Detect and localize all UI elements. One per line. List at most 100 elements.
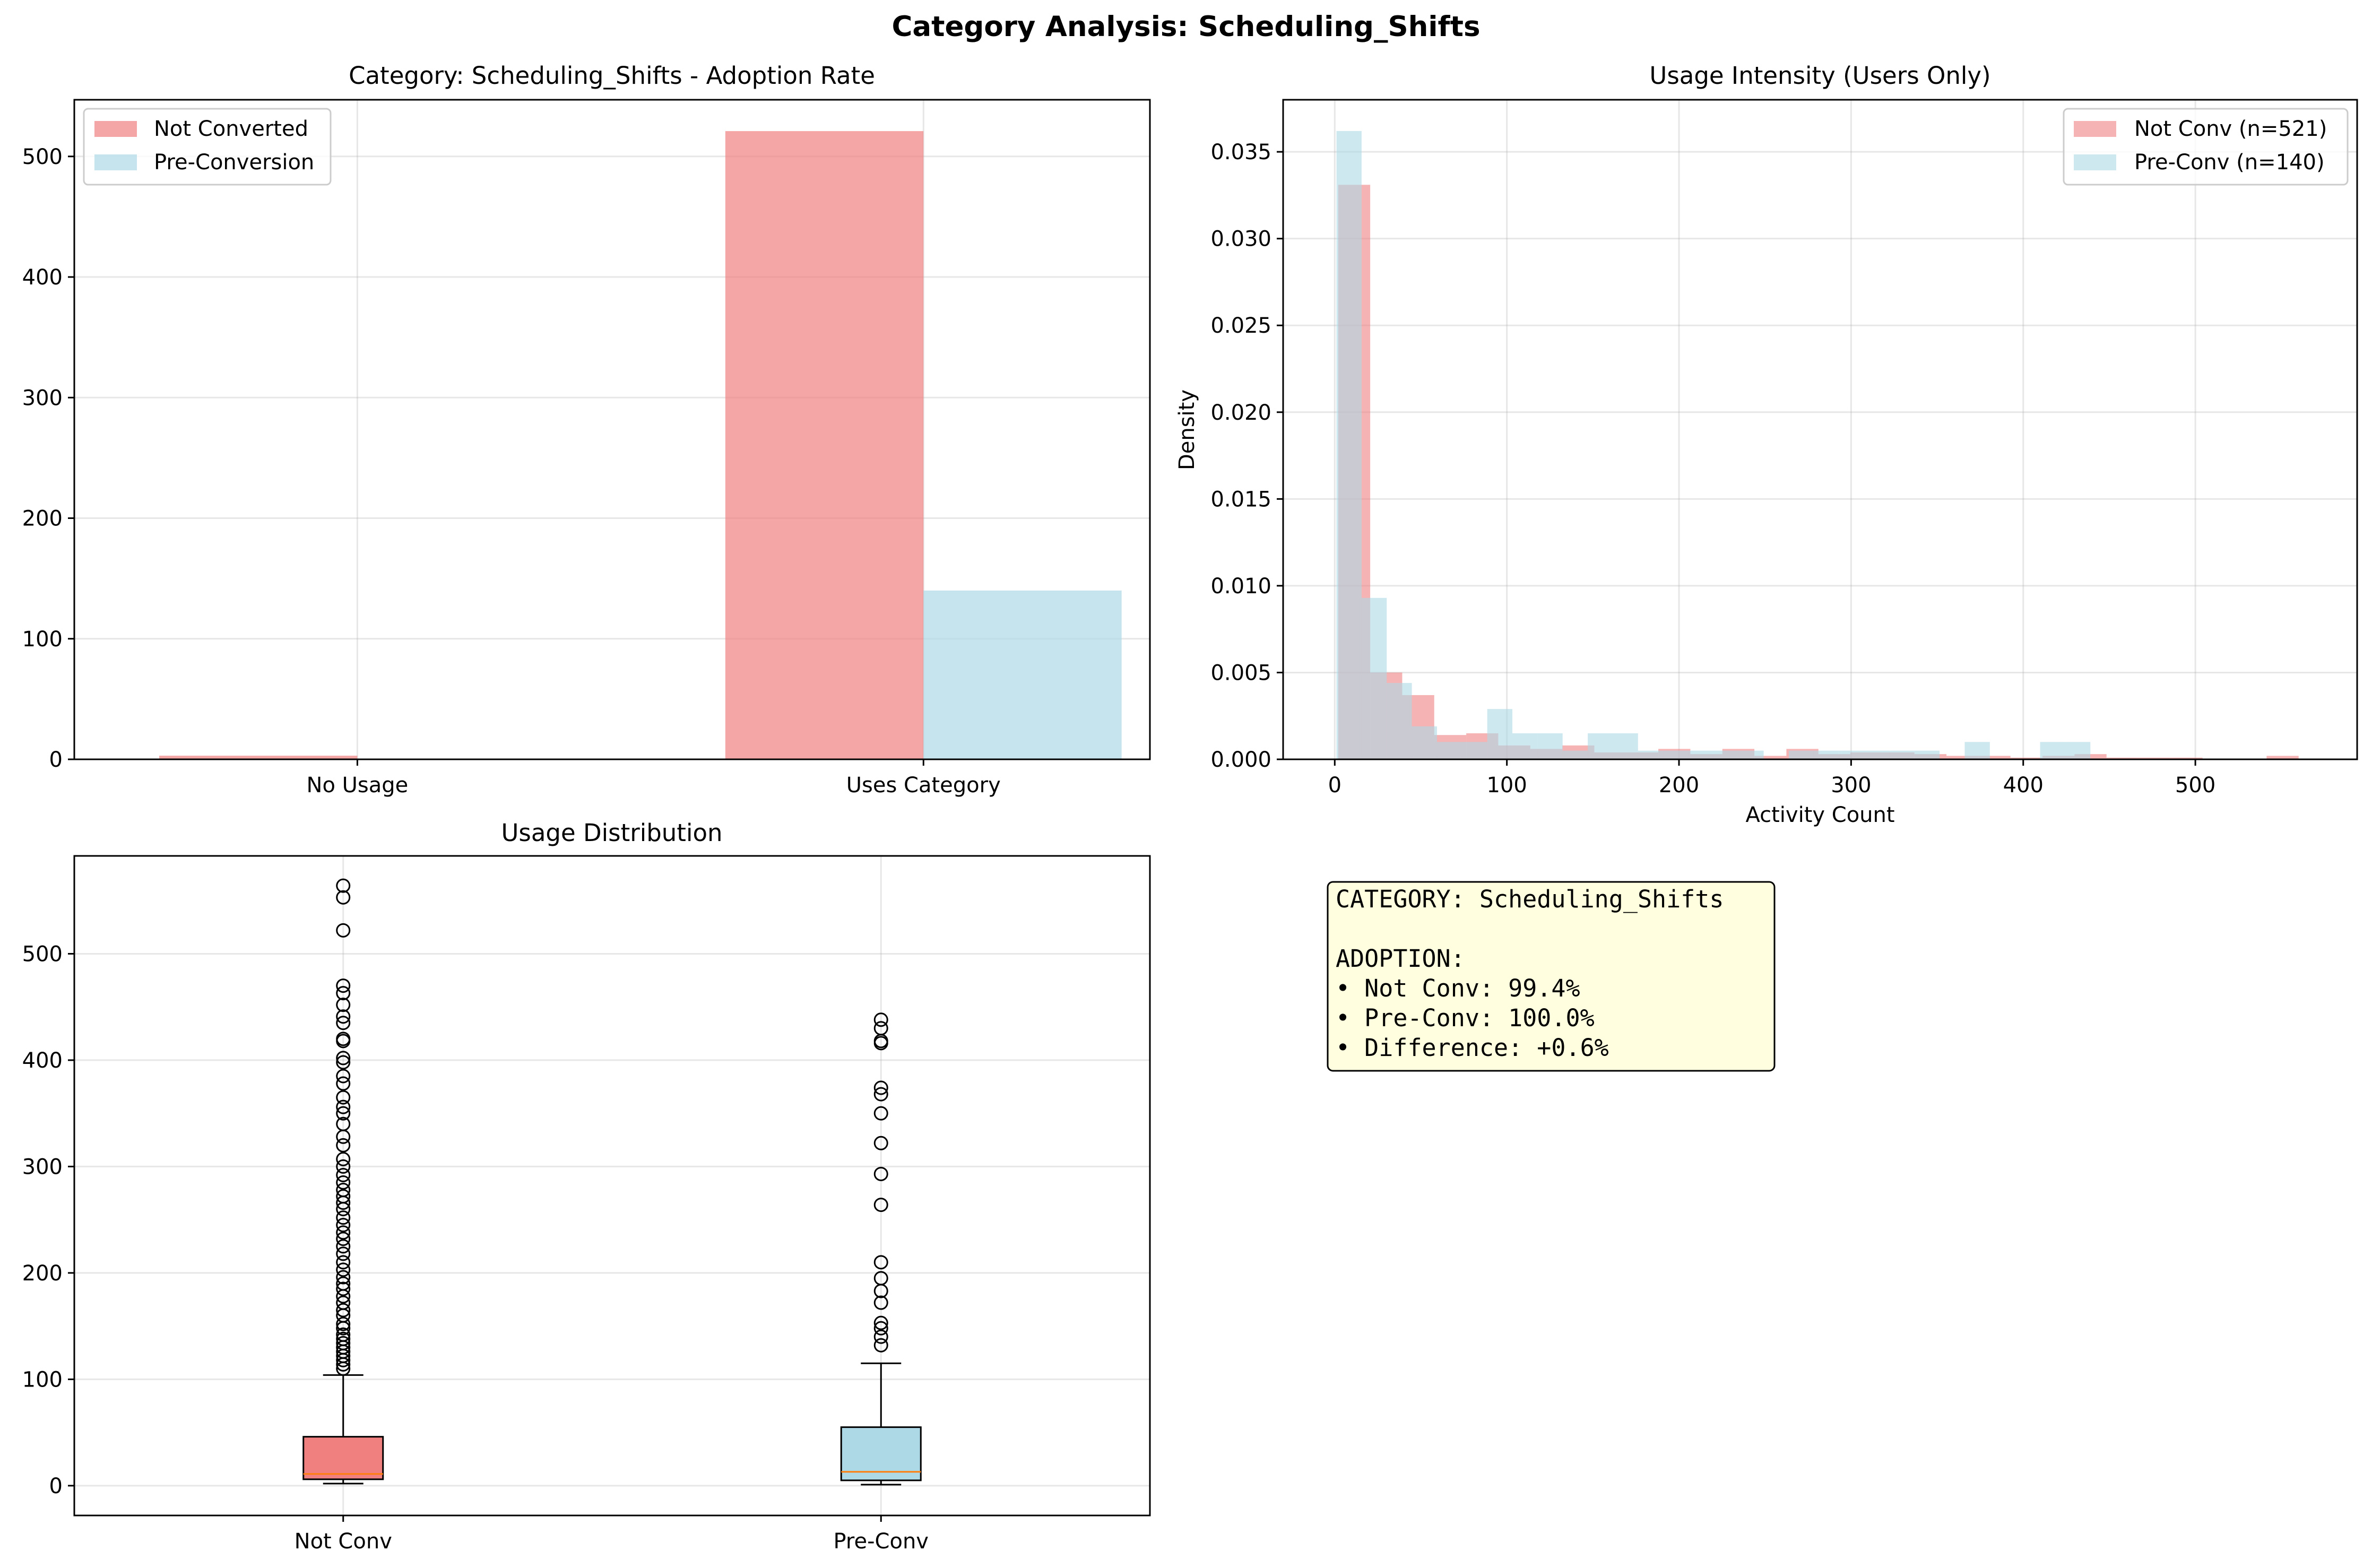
box-outlier	[336, 1331, 351, 1346]
y-tick-label: 500	[22, 145, 63, 169]
y-tick-label: 200	[22, 1261, 63, 1286]
box-outlier	[336, 1218, 351, 1233]
summary-line-pre-conv: • Pre-Conv: 100.0%	[1336, 1004, 1595, 1032]
box-outlier	[336, 1262, 351, 1277]
hist-bin-pre-conv	[1638, 750, 1664, 759]
figure-suptitle: Category Analysis: Scheduling_Shifts	[891, 11, 1480, 43]
hist-bin-pre-conv	[1889, 750, 1915, 759]
box-outlier	[336, 1281, 351, 1296]
summary-line-difference: • Difference: +0.6%	[1336, 1034, 1609, 1062]
legend-swatch-not-converted	[94, 121, 137, 137]
hist-bin-pre-conv	[2065, 742, 2091, 759]
summary-line-adoption-heading: ADOPTION:	[1336, 945, 1465, 973]
y-tick-label: 400	[22, 265, 63, 290]
box-outlier	[336, 998, 351, 1012]
box-outlier	[336, 1051, 351, 1065]
hist-bin-pre-conv	[1713, 750, 1739, 759]
box-outlier	[336, 923, 351, 938]
x-tick-label: Pre-Conv	[834, 1529, 929, 1554]
box-outlier	[336, 1225, 351, 1240]
y-tick-label: 500	[22, 942, 63, 966]
hist-bin-pre-conv	[1814, 750, 1839, 759]
legend-swatch-pre-conversion	[94, 154, 137, 170]
y-tick-label: 0.035	[1210, 140, 1271, 164]
box-outlier	[873, 1087, 888, 1102]
y-tick-label: 400	[22, 1049, 63, 1073]
box-outlier	[336, 1210, 351, 1225]
box-outlier	[873, 1198, 888, 1212]
y-tick-label: 0.025	[1210, 314, 1271, 338]
hist-bin-pre-conv	[1537, 733, 1563, 759]
usage-intensity-bars	[1336, 131, 2299, 760]
usage-intensity-title: Usage Intensity (Users Only)	[1649, 62, 1990, 90]
adoption-chart-ticks: 0 100 200 300 400 500 No Usage Uses Category	[22, 145, 1001, 798]
y-tick-label: 0.000	[1210, 748, 1271, 772]
x-tick-label: No Usage	[307, 773, 409, 798]
hist-bin-pre-conv	[1387, 683, 1412, 759]
bar	[725, 131, 924, 759]
usage-intensity-ticks: 0 100 200 300 400 500 0.000 0.005 0.010 0.015 0.02…	[1210, 140, 2215, 798]
hist-bin-pre-conv	[1788, 750, 1814, 759]
hist-bin-pre-conv	[1512, 733, 1538, 759]
y-tick-label: 0.030	[1210, 227, 1271, 252]
legend-label-pre-conversion: Pre-Conversion	[154, 150, 314, 175]
hist-bin-pre-conv	[1361, 597, 1387, 759]
box-outlier	[336, 878, 351, 893]
hist-bin-pre-conv	[1964, 742, 1990, 759]
box-outlier	[336, 1167, 351, 1182]
box-outlier	[336, 1175, 351, 1190]
x-tick-label: 0	[1328, 773, 1341, 798]
box-outlier	[336, 1276, 351, 1291]
legend-label-pre-conv: Pre-Conv (n=140)	[2134, 150, 2325, 175]
box-outlier	[336, 1327, 351, 1342]
hist-bin-not-conv	[1978, 756, 2011, 759]
box-outlier	[336, 1239, 351, 1254]
adoption-chart-frame	[73, 99, 1151, 760]
bar	[923, 590, 1122, 759]
hist-bin-pre-conv	[1839, 750, 1865, 759]
y-tick-label: 300	[22, 386, 63, 410]
hist-bin-not-conv	[2106, 757, 2139, 759]
box-outlier	[336, 1138, 351, 1153]
summary-box-frame	[1327, 881, 1776, 1072]
box-outlier	[873, 1136, 888, 1150]
box-outlier	[336, 986, 351, 1001]
box-outlier	[336, 1303, 351, 1318]
bar	[159, 756, 358, 759]
box-outlier	[336, 978, 351, 993]
usage-intensity-ylabel: Density	[1175, 389, 1199, 470]
x-tick-label: Uses Category	[846, 773, 1001, 798]
hist-bin-pre-conv	[1562, 750, 1588, 759]
hist-bin-pre-conv	[1487, 709, 1513, 759]
box-outlier	[873, 1106, 888, 1121]
box-outlier	[336, 1032, 351, 1046]
x-tick-label: 200	[1659, 773, 1699, 798]
box-outlier	[336, 1055, 351, 1070]
box-outlier	[873, 1271, 888, 1286]
box-outlier	[336, 1183, 351, 1198]
box-outlier	[873, 1338, 888, 1353]
x-tick-label: Not Conv	[295, 1529, 392, 1554]
y-tick-label: 100	[22, 1367, 63, 1392]
usage-distribution-boxes	[302, 878, 922, 1486]
hist-bin-pre-conv	[1462, 742, 1487, 759]
adoption-summary-textbox: CATEGORY: Scheduling_Shifts ADOPTION: • …	[1327, 881, 1776, 1072]
box-outlier	[336, 1232, 351, 1246]
box-outlier	[336, 1159, 351, 1174]
summary-line-not-conv: • Not Conv: 99.4%	[1336, 974, 1580, 1002]
y-tick-label: 0.005	[1210, 661, 1271, 685]
box-outlier	[336, 1106, 351, 1121]
usage-distribution-ticks: 0 100 200 300 400 500 Not Conv Pre-Conv	[22, 942, 929, 1554]
box-outlier	[873, 1315, 888, 1330]
y-tick-label: 0	[49, 1474, 63, 1498]
hist-bin-not-conv	[2074, 754, 2107, 759]
box-outlier	[336, 1336, 351, 1350]
usage-distribution-grid	[74, 856, 1150, 1515]
adoption-rate-chart: Category: Scheduling_Shifts - Adoption R…	[22, 62, 1151, 798]
y-tick-label: 0.015	[1210, 487, 1271, 512]
hist-bin-pre-conv	[1864, 750, 1890, 759]
legend-label-not-converted: Not Converted	[154, 117, 308, 141]
box-outlier	[336, 1016, 351, 1030]
usage-distribution-title: Usage Distribution	[501, 819, 722, 847]
